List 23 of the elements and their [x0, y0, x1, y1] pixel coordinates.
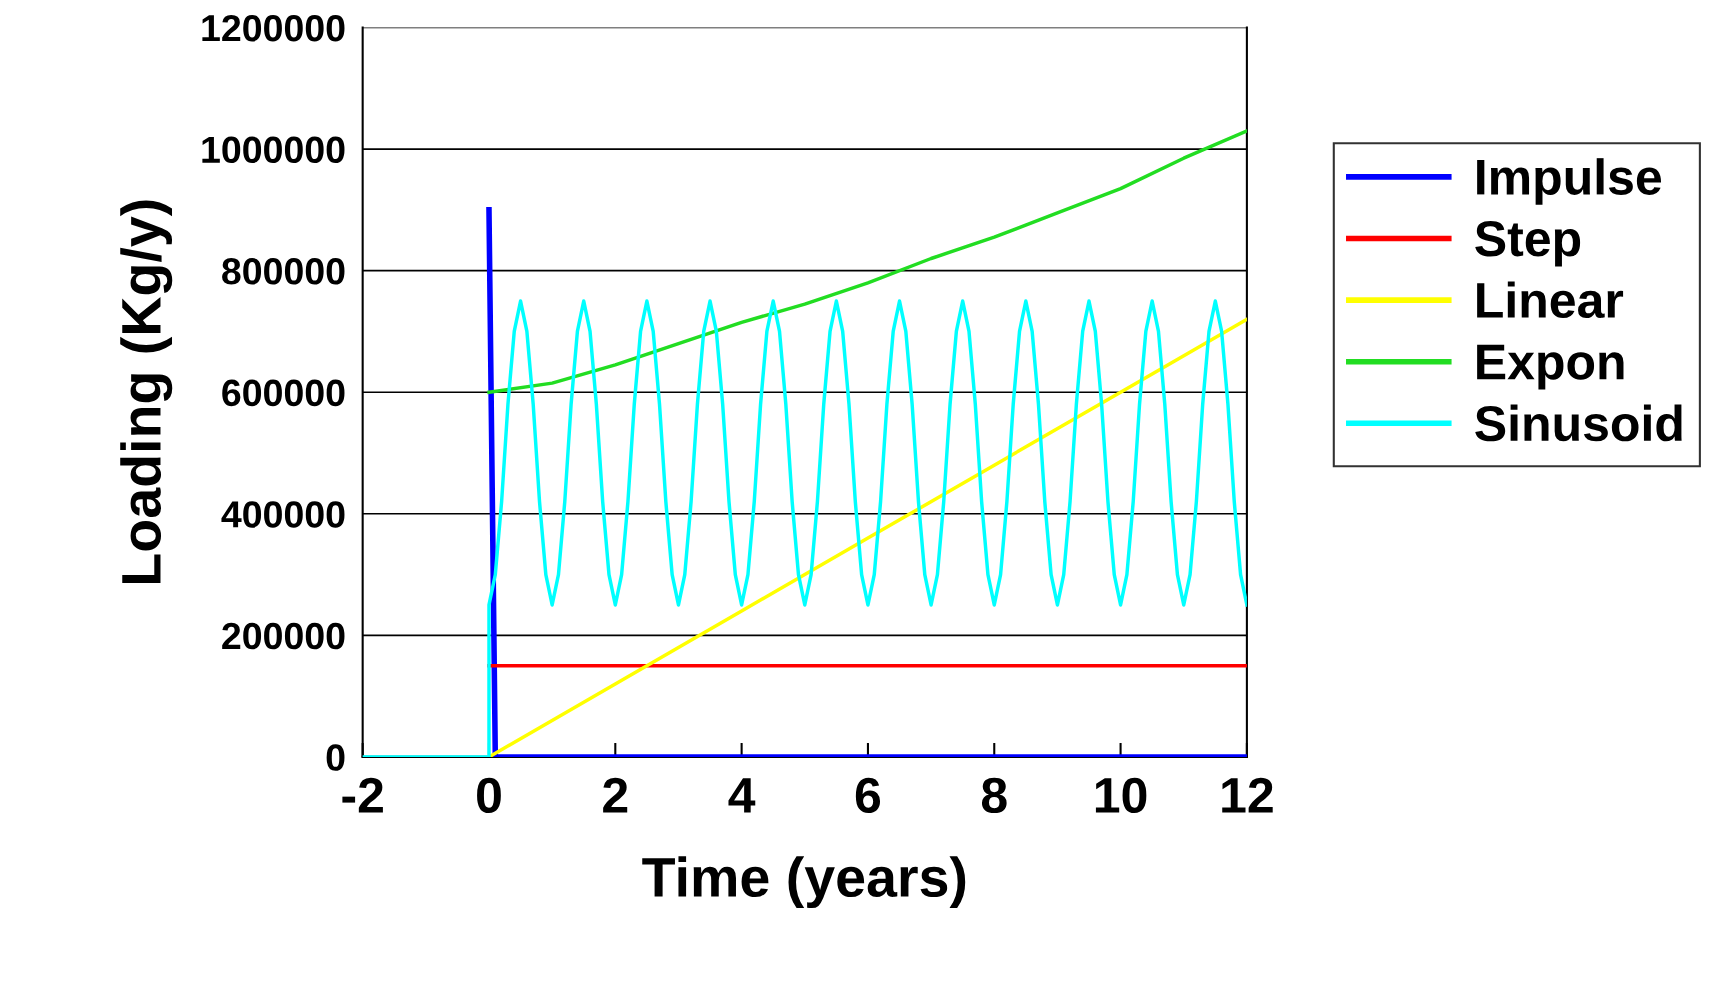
y-axis-title: Loading (Kg/y): [120, 200, 173, 583]
y-tick-label: 600000: [222, 379, 345, 407]
legend-label: Sinusoid: [1475, 404, 1682, 442]
y-tick-label: 400000: [221, 501, 345, 528]
x-tick-label: 6: [855, 777, 881, 814]
x-tick-label: 10: [1095, 777, 1147, 814]
y-tick-label: 1000000: [202, 136, 345, 164]
legend-label: Step: [1475, 221, 1581, 267]
legend-label: Linear: [1477, 281, 1624, 319]
y-tick-label: 0: [326, 744, 345, 771]
y-tick-label: 200000: [222, 622, 345, 650]
x-tick-label: 8: [981, 777, 1007, 814]
x-tick-label: 2: [603, 777, 628, 813]
x-axis-title: Time (years): [642, 856, 966, 909]
x-tick-label: 12: [1222, 777, 1273, 813]
x-tick-label: 4: [728, 778, 756, 813]
line-series: [487, 129, 1247, 394]
y-tick-label: 1200000: [202, 14, 345, 42]
legend-label: Impulse: [1477, 158, 1662, 205]
x-tick-label: 0: [477, 777, 501, 814]
legend-label: Expon: [1477, 344, 1624, 390]
y-tick-label: 800000: [222, 258, 345, 285]
x-tick-label: -2: [342, 777, 383, 813]
